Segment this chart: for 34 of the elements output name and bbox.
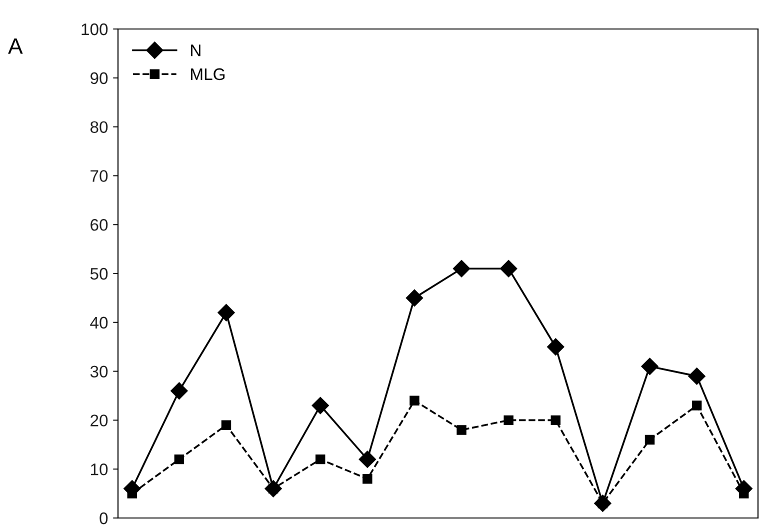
y-tick-label: 0 bbox=[100, 512, 108, 524]
y-tick-label: 60 bbox=[90, 219, 108, 231]
point bbox=[692, 400, 702, 410]
y-tick-label: 100 bbox=[82, 23, 108, 36]
y-tick-label: 10 bbox=[91, 464, 108, 476]
point bbox=[312, 396, 329, 414]
point bbox=[547, 338, 564, 356]
point bbox=[174, 454, 184, 464]
legend-label: N bbox=[191, 44, 200, 56]
y-tick-label: 40 bbox=[90, 316, 108, 329]
y-tick-label: 20 bbox=[90, 414, 108, 426]
y-tick-label: 90 bbox=[90, 72, 108, 84]
point bbox=[550, 415, 561, 426]
y-tick-label: 70 bbox=[90, 170, 108, 182]
point bbox=[641, 358, 658, 375]
text: A bbox=[8, 38, 23, 54]
point bbox=[456, 425, 466, 435]
point bbox=[170, 382, 188, 400]
y-tick-label: 30 bbox=[90, 366, 108, 378]
point bbox=[500, 260, 518, 278]
y-tick-label: 80 bbox=[90, 121, 108, 134]
y-tick-label: 50 bbox=[90, 268, 108, 280]
point bbox=[504, 415, 514, 426]
point bbox=[358, 450, 376, 468]
point bbox=[406, 289, 424, 306]
point bbox=[644, 434, 655, 445]
point bbox=[688, 368, 706, 385]
point bbox=[452, 260, 470, 278]
legend-label: MLG bbox=[191, 68, 225, 80]
point bbox=[221, 420, 232, 430]
point bbox=[410, 396, 420, 406]
point bbox=[362, 474, 372, 484]
point bbox=[315, 454, 326, 464]
point bbox=[218, 304, 235, 322]
